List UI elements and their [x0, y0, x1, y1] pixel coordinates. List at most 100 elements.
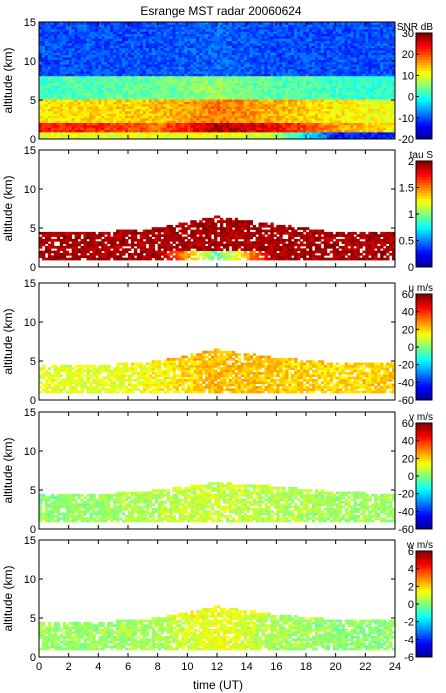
- heatmap-cell: [276, 47, 280, 51]
- heatmap-cell: [56, 71, 61, 74]
- heatmap-cell: [151, 115, 156, 119]
- heatmap-cell: [107, 50, 111, 53]
- heatmap-cell: [303, 22, 307, 25]
- heatmap-cell: [44, 131, 49, 135]
- heatmap-cell: [264, 134, 268, 138]
- heatmap-cell: [122, 38, 126, 42]
- heatmap-cell: [267, 96, 271, 100]
- heatmap-cell: [285, 124, 289, 128]
- heatmap-cell: [279, 64, 283, 67]
- heatmap-cell: [231, 120, 236, 124]
- heatmap-cell: [273, 66, 277, 70]
- heatmap-cell: [119, 106, 123, 109]
- heatmap-cell: [178, 87, 182, 91]
- heatmap-cell: [166, 124, 170, 128]
- heatmap-cell: [128, 59, 132, 63]
- heatmap-cell: [44, 127, 49, 131]
- heatmap-cell: [326, 47, 331, 51]
- heatmap-cell: [196, 36, 200, 39]
- heatmap-cell: [113, 57, 117, 60]
- heatmap-cell: [154, 99, 159, 102]
- heatmap-cell: [113, 52, 117, 56]
- heatmap-cell: [110, 120, 114, 124]
- heatmap-cell: [228, 108, 233, 112]
- heatmap-cell: [56, 40, 61, 44]
- heatmap-cell: [320, 64, 325, 67]
- heatmap-cell: [145, 117, 150, 121]
- heatmap-cell: [181, 129, 185, 133]
- heatmap-cell: [196, 106, 200, 109]
- heatmap-cell: [44, 59, 49, 63]
- heatmap-cell: [297, 115, 301, 119]
- heatmap-cell: [41, 80, 46, 84]
- heatmap-cell: [148, 110, 153, 114]
- heatmap-cell: [208, 73, 212, 77]
- heatmap-cell: [68, 108, 73, 112]
- heatmap-cell: [184, 29, 188, 32]
- heatmap-cell: [184, 134, 188, 138]
- heatmap-cell: [222, 29, 227, 32]
- heatmap-cell: [222, 31, 227, 35]
- heatmap-cell: [240, 122, 245, 126]
- heatmap-cell: [116, 31, 120, 35]
- heatmap-cell: [136, 89, 141, 93]
- heatmap-cell: [300, 85, 304, 88]
- heatmap-cell: [332, 117, 337, 121]
- heatmap-cell: [323, 89, 328, 93]
- heatmap-cell: [39, 36, 43, 39]
- heatmap-cell: [80, 94, 84, 98]
- heatmap-cell: [294, 108, 298, 112]
- heatmap-cell: [255, 71, 259, 74]
- heatmap-cell: [288, 96, 292, 100]
- heatmap-cell: [314, 122, 319, 126]
- heatmap-cell: [308, 52, 313, 56]
- heatmap-cell: [133, 40, 138, 44]
- heatmap-cell: [261, 24, 265, 28]
- heatmap-cell: [83, 31, 87, 35]
- heatmap-cell: [83, 101, 87, 105]
- heatmap-cell: [59, 94, 64, 98]
- heatmap-cell: [317, 73, 322, 77]
- heatmap-cell: [252, 120, 256, 124]
- heatmap-cell: [89, 134, 93, 138]
- heatmap-cell: [288, 108, 292, 112]
- heatmap-cell: [308, 36, 313, 39]
- heatmap-cell: [157, 129, 162, 133]
- heatmap-cell: [142, 40, 147, 44]
- heatmap-cell: [107, 115, 111, 119]
- heatmap-cell: [228, 78, 233, 81]
- heatmap-cell: [217, 127, 221, 131]
- heatmap-cell: [145, 45, 150, 49]
- heatmap-cell: [219, 101, 224, 105]
- heatmap-cell: [98, 120, 102, 124]
- heatmap-cell: [190, 73, 194, 77]
- heatmap-cell: [193, 68, 197, 72]
- heatmap-cell: [145, 96, 150, 100]
- heatmap-cell: [175, 127, 179, 131]
- heatmap-cell: [56, 92, 61, 95]
- heatmap-cell: [98, 61, 102, 65]
- heatmap-cell: [59, 131, 64, 135]
- heatmap-cell: [228, 99, 233, 102]
- heatmap-cell: [104, 120, 108, 124]
- heatmap-cell: [252, 82, 256, 86]
- heatmap-cell: [65, 73, 70, 77]
- heatmap-cell: [148, 113, 153, 116]
- heatmap-cell: [228, 57, 233, 60]
- heatmap-cell: [261, 87, 265, 91]
- heatmap-cell: [219, 80, 224, 84]
- heatmap-cell: [50, 61, 55, 65]
- heatmap-cell: [157, 45, 162, 49]
- heatmap-cell: [243, 136, 248, 140]
- heatmap-cell: [86, 59, 90, 63]
- heatmap-cell: [231, 31, 236, 35]
- heatmap-cell: [62, 87, 67, 91]
- heatmap-cell: [125, 89, 129, 93]
- heatmap-cell: [276, 33, 280, 37]
- heatmap-cell: [211, 54, 215, 58]
- heatmap-cell: [104, 75, 108, 79]
- heatmap-cell: [332, 40, 337, 44]
- heatmap-cell: [193, 94, 197, 98]
- heatmap-cell: [314, 129, 319, 133]
- heatmap-cell: [86, 124, 90, 128]
